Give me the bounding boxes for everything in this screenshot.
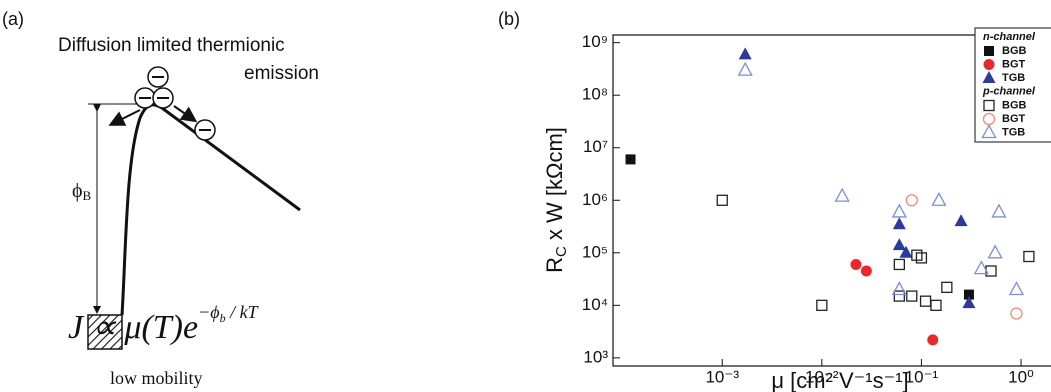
point — [834, 187, 850, 202]
y-axis-label: RC x W [kΩcm] — [542, 127, 570, 273]
caption: low mobility — [110, 368, 203, 388]
point — [716, 194, 728, 206]
point — [893, 290, 905, 302]
x-tick-label: 10⁰ — [1008, 367, 1034, 386]
panel-label: (a) — [2, 9, 24, 29]
y-tick-label: 10⁴ — [582, 295, 608, 314]
point — [985, 265, 997, 277]
point — [625, 154, 636, 165]
y-tick-label: 10⁸ — [582, 85, 608, 104]
y-tick-label: 10⁷ — [583, 137, 608, 156]
x-axis-label: μ [cm² V⁻¹s⁻¹] — [771, 368, 908, 392]
panel-label: (b) — [498, 9, 520, 29]
point — [930, 299, 942, 311]
x-tick-label: 10⁻¹ — [905, 367, 939, 386]
legend-group: n-channel — [983, 31, 1036, 43]
point — [737, 61, 753, 76]
point — [983, 99, 995, 112]
point — [816, 299, 828, 311]
electrons — [134, 66, 216, 141]
point — [927, 334, 939, 346]
electron-arrow — [108, 109, 141, 126]
point — [860, 265, 872, 277]
point — [984, 46, 994, 56]
point — [1023, 250, 1035, 263]
formula: J ∝ μ(T)e−ϕb / kT — [68, 302, 260, 346]
metal-block — [87, 314, 123, 350]
diagram-title: emission — [244, 63, 319, 84]
point — [941, 281, 953, 293]
point — [981, 124, 997, 139]
legend-label: TGB — [1002, 72, 1025, 84]
point — [962, 296, 976, 309]
barrier-label: ϕB — [72, 180, 92, 203]
point — [931, 191, 947, 206]
x-tick-label: 10⁻³ — [705, 367, 739, 386]
y-tick-label: 10⁵ — [582, 242, 608, 261]
point — [738, 47, 752, 60]
point — [893, 258, 905, 271]
point — [905, 194, 918, 207]
point — [906, 290, 918, 302]
point — [1008, 281, 1025, 296]
point — [892, 238, 906, 251]
point — [892, 217, 906, 230]
y-tick-label: 10⁶ — [582, 190, 608, 209]
legend-label: BGB — [1002, 99, 1027, 111]
panel-a: (a) Diffusion limited thermionic emissio… — [2, 9, 319, 388]
point — [891, 203, 907, 218]
point — [919, 295, 932, 307]
electron-arrow — [173, 105, 198, 123]
point — [983, 59, 995, 70]
point — [915, 252, 928, 264]
x-tick-label: 10⁻² — [805, 367, 839, 386]
point — [987, 244, 1003, 259]
point — [850, 258, 862, 270]
legend-label: BGT — [1002, 113, 1026, 125]
point — [891, 281, 907, 296]
y-tick-label: 10³ — [583, 347, 608, 366]
point — [1010, 307, 1023, 320]
legend-label: BGT — [1002, 58, 1026, 70]
point — [991, 203, 1007, 218]
point — [899, 245, 913, 258]
legend-label: BGB — [1002, 45, 1027, 57]
point — [982, 71, 996, 83]
point — [973, 260, 989, 275]
legend-label: TGB — [1002, 126, 1025, 138]
point — [954, 214, 968, 227]
point — [963, 289, 974, 300]
legend-group: p-channel — [982, 85, 1036, 97]
y-tick-label: 10⁹ — [582, 32, 608, 51]
diagram-title: Diffusion limited thermionic — [58, 35, 285, 56]
